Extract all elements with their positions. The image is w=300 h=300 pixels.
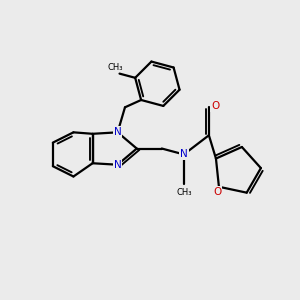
Text: O: O [213,187,222,197]
Text: N: N [180,149,188,159]
Text: CH₃: CH₃ [176,188,192,197]
Text: N: N [114,127,122,137]
Text: N: N [114,160,122,170]
Text: O: O [211,101,220,111]
Text: CH₃: CH₃ [107,63,123,72]
